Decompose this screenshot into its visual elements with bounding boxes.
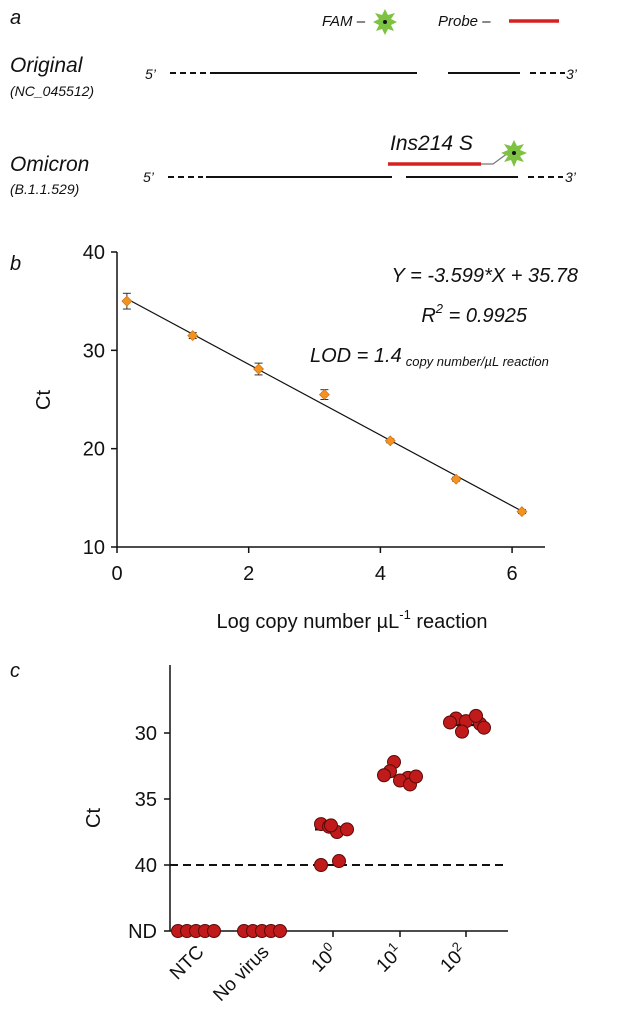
chart-b-equation: Y = -3.599*X + 35.78 <box>392 265 578 287</box>
panel-b: b 0 2 4 6 10 20 30 40 Ct Log copy number µL-1 r… <box>10 242 578 633</box>
original-5prime: 5’ <box>145 66 157 82</box>
chart-c-point-2-3 <box>340 822 354 837</box>
fam-probe-icon <box>501 140 527 167</box>
chart-b-xlabel-sup: -1 <box>399 607 411 622</box>
xtick-10-1: 101 <box>370 939 408 977</box>
chart-c-point-0-4 <box>207 924 221 938</box>
chart-b-r2-sup: 2 <box>435 301 444 316</box>
panel-b-label: b <box>10 253 21 275</box>
panel-c: c 30 35 40 ND Ct NTC No virus 100 101 102 <box>10 660 508 1006</box>
chart-b-xtick-label-1: 2 <box>243 563 254 585</box>
chart-c-point-1-4 <box>273 924 287 938</box>
xtick-10-0: 100 <box>305 939 343 977</box>
legend-probe-label: Probe – <box>438 13 491 30</box>
original-3prime: 3’ <box>566 66 578 82</box>
chart-b-ytick-label-2: 30 <box>83 340 105 362</box>
chart-c-point-2-4 <box>324 818 338 833</box>
chart-b-xlabel: Log copy number µL-1 reaction <box>216 607 487 633</box>
chart-c-point-4-3 <box>477 720 491 735</box>
chart-b-ylabel: Ct <box>33 390 55 410</box>
fam-legend-dot <box>383 20 387 24</box>
chart-c-points <box>171 708 491 938</box>
panel-a: a FAM – Probe – Original (NC_045512) 5’ … <box>10 7 578 197</box>
chart-c-point-2-5 <box>332 854 346 869</box>
chart-b-fit <box>126 298 523 512</box>
panel-c-label: c <box>10 660 20 682</box>
omicron-subtitle: (B.1.1.529) <box>10 181 79 197</box>
omicron-3prime: 3’ <box>565 169 577 185</box>
chart-c-point-4-6 <box>469 708 483 723</box>
chart-b-xtick-label-3: 6 <box>507 563 518 585</box>
omicron-5prime: 5’ <box>143 169 155 185</box>
chart-c-point-2-6 <box>314 858 328 872</box>
chart-c-ytick-label-1: 35 <box>135 789 157 811</box>
chart-b-axes <box>116 252 545 548</box>
chart-b-point-5 <box>450 473 462 485</box>
chart-b-point-2 <box>253 363 264 375</box>
chart-b-ytick-label-1: 20 <box>83 439 105 461</box>
xtick-no-virus: No virus <box>209 942 273 1006</box>
insertion-label: Ins214 S <box>390 132 473 155</box>
chart-b-r2: R2 = 0.9925 <box>421 301 528 327</box>
chart-c-ytick-label-3: ND <box>128 921 157 943</box>
chart-b-r2-rest: = 0.9925 <box>443 305 528 327</box>
fam-probe-dot <box>512 151 516 155</box>
chart-b-ticks: 0 2 4 6 10 20 30 40 <box>83 242 518 585</box>
chart-b-points <box>121 292 528 518</box>
chart-c-point-4-5 <box>443 715 457 730</box>
chart-b-lod: LOD = 1.4 copy number/µL reaction <box>310 345 549 369</box>
original-subtitle: (NC_045512) <box>10 83 94 99</box>
chart-b-point-0 <box>121 295 133 307</box>
chart-b-ytick-label-0: 10 <box>83 537 105 559</box>
chart-b-xtick-label-2: 4 <box>375 563 386 585</box>
chart-b-ytick-label-3: 40 <box>83 242 105 264</box>
xtick-10-2: 102 <box>434 939 472 977</box>
panel-a-label: a <box>10 7 21 29</box>
chart-b-xlabel-main: Log copy number µL <box>216 611 399 633</box>
chart-c-point-3-2 <box>377 768 391 783</box>
chart-b-point-6 <box>516 506 528 518</box>
chart-c-ytick-label-0: 30 <box>135 723 157 745</box>
chart-b-xtick-label-0: 0 <box>111 563 122 585</box>
xtick-ntc: NTC <box>166 942 208 984</box>
chart-c-point-4-4 <box>455 724 469 739</box>
chart-c-xticklabels: NTC No virus 100 101 102 <box>166 939 472 1006</box>
chart-b-point-1 <box>187 330 199 342</box>
probe-linker <box>481 152 509 165</box>
chart-c-axes <box>169 665 508 932</box>
chart-b-point-4 <box>384 435 396 447</box>
legend-fam-label: FAM – <box>322 13 366 30</box>
chart-b-fit-line <box>126 298 523 512</box>
chart-c-point-3-6 <box>409 769 423 784</box>
original-title: Original <box>10 54 84 77</box>
chart-b-r2-prefix: R <box>421 305 435 327</box>
chart-c-ticks: 30 35 40 ND <box>128 723 467 943</box>
omicron-title: Omicron <box>10 153 89 176</box>
chart-b-lod-main: LOD = 1.4 <box>310 345 402 367</box>
chart-b-xlabel-end: reaction <box>411 611 488 633</box>
chart-b-point-3 <box>318 389 330 401</box>
chart-c-ytick-label-2: 40 <box>135 855 157 877</box>
fam-legend-icon <box>373 9 397 35</box>
chart-b-lod-sub: copy number/µL reaction <box>406 354 549 369</box>
chart-c-ylabel: Ct <box>83 808 105 828</box>
